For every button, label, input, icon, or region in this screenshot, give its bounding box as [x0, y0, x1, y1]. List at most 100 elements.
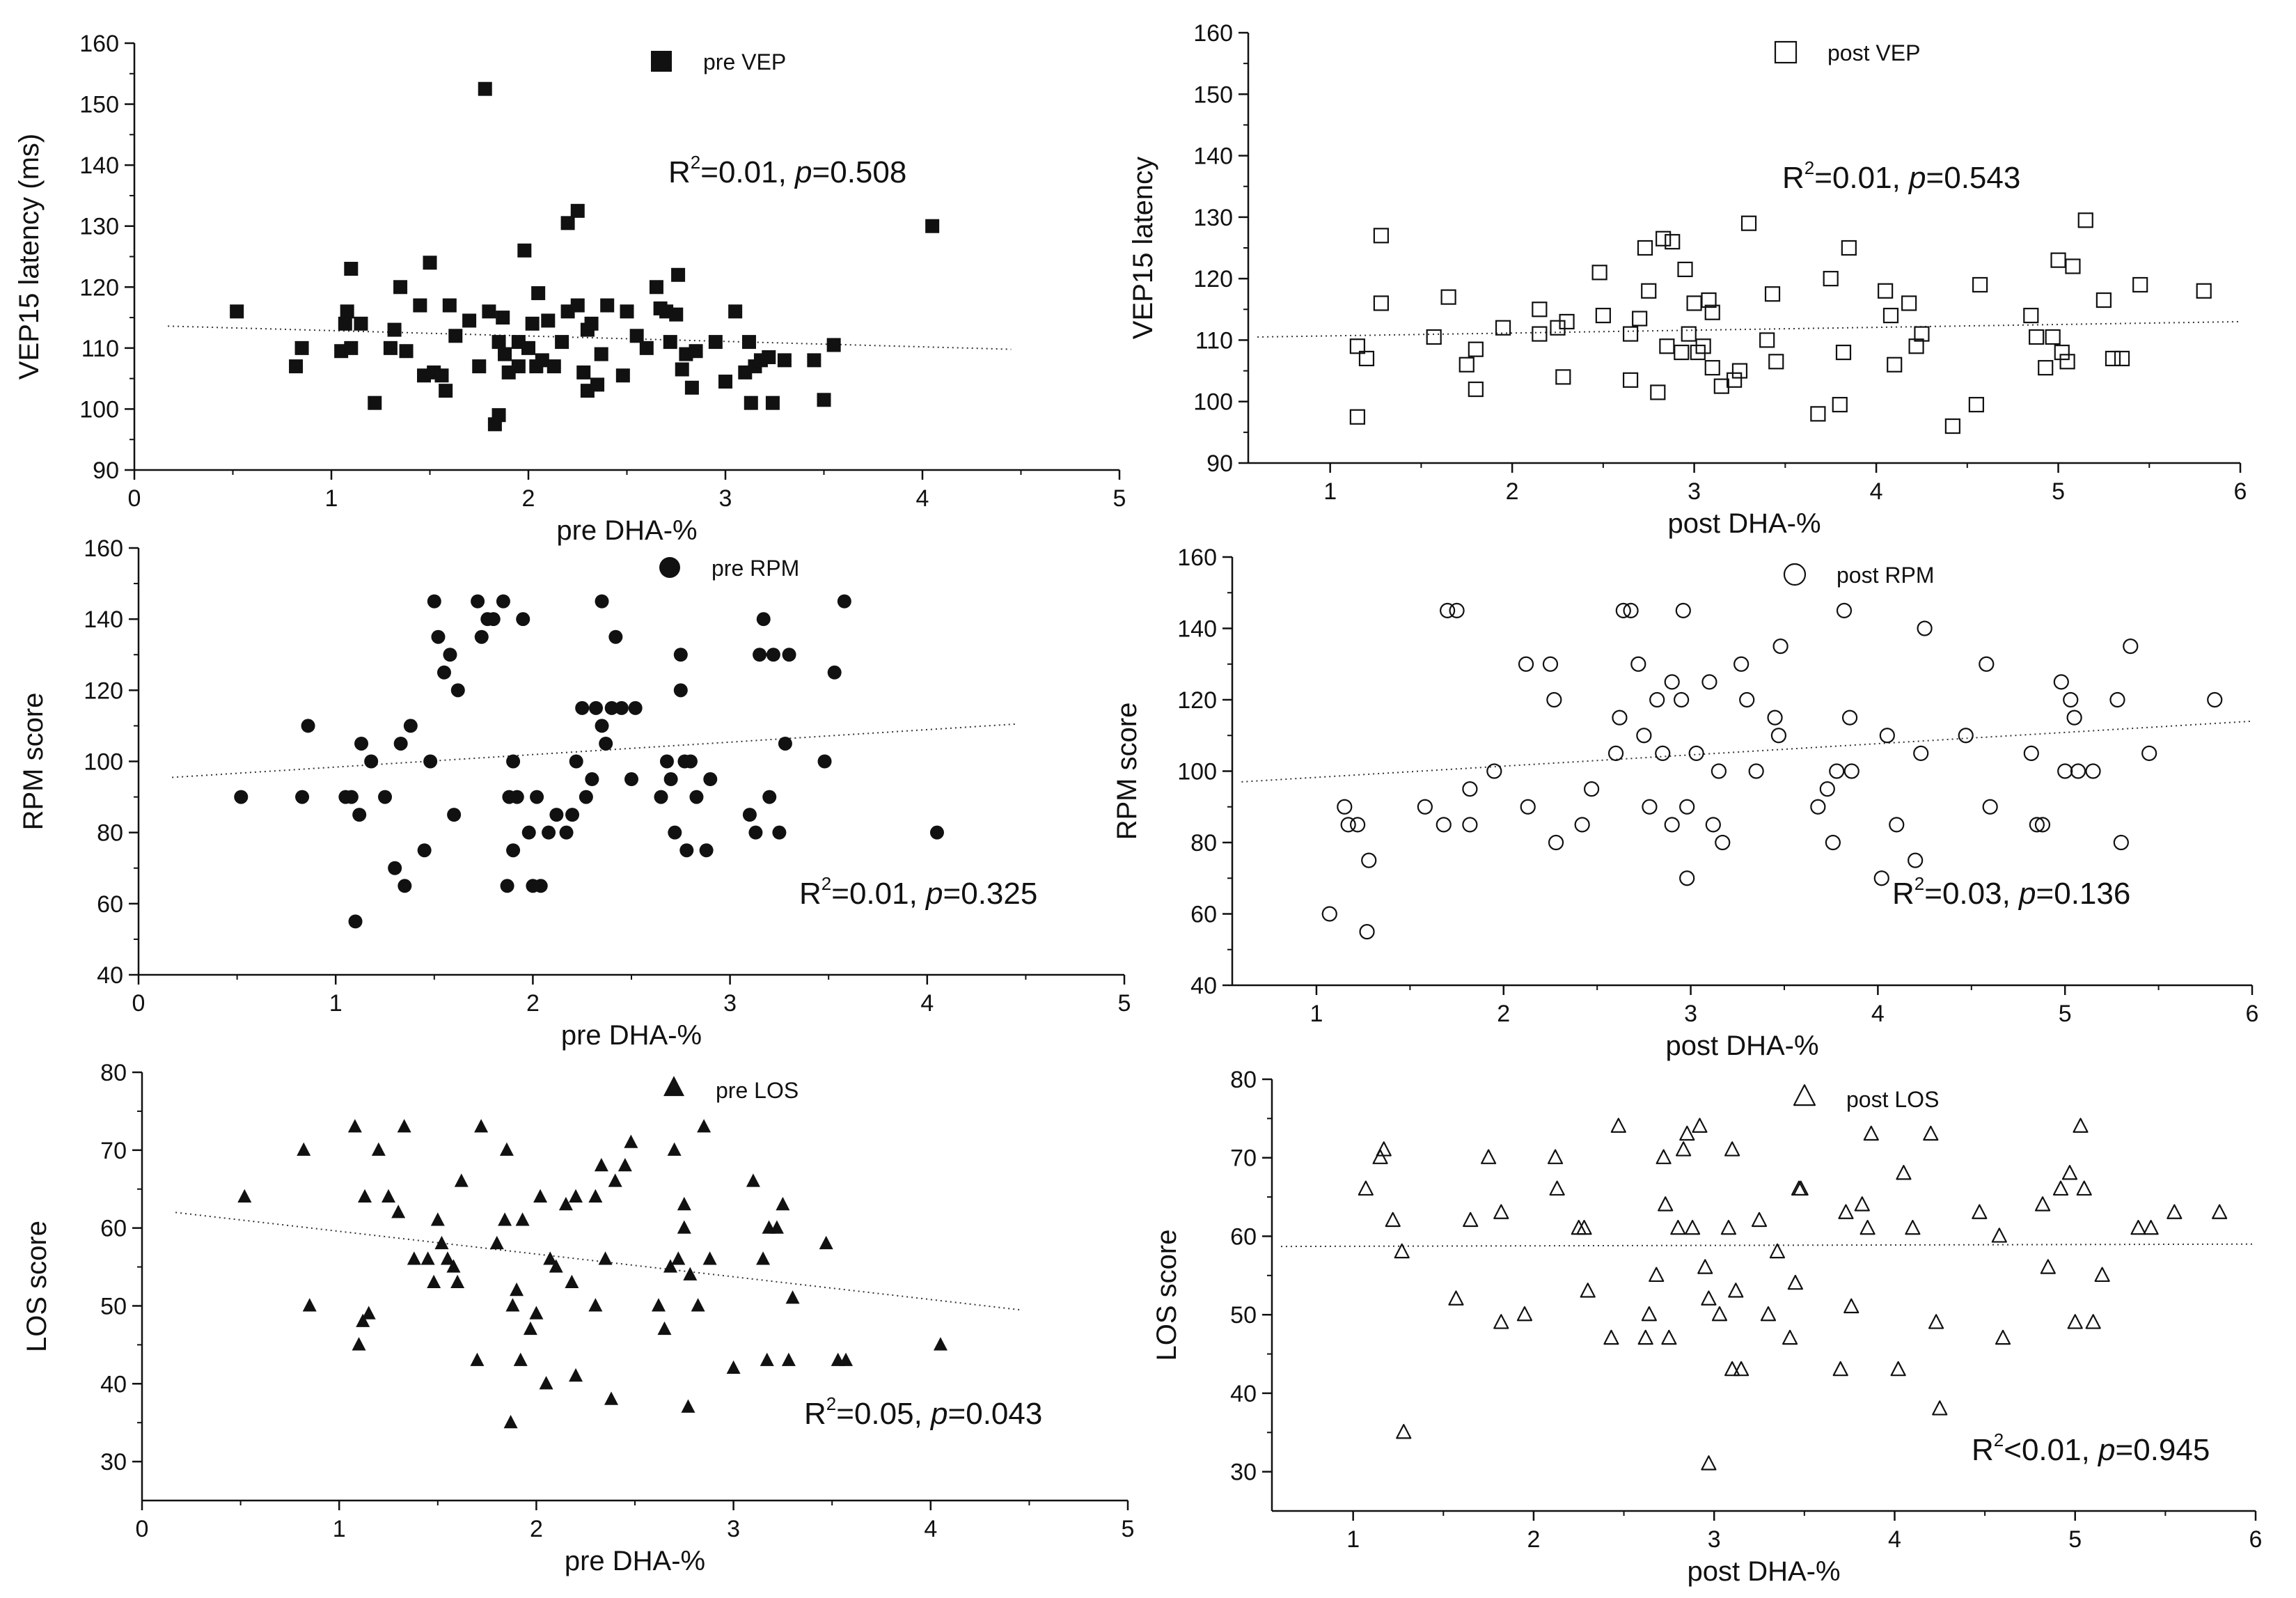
data-point: [535, 353, 549, 368]
data-point: [1843, 1298, 1859, 1314]
data-point: [492, 408, 506, 423]
stat-annotation: R2=0.01, p=0.508: [668, 152, 906, 189]
data-point: [470, 1352, 485, 1366]
data-point: [1995, 1329, 2011, 1345]
data-point: [1396, 1424, 1412, 1439]
data-point: [1901, 295, 1917, 311]
x-tick-label: 4: [924, 1516, 937, 1542]
y-tick-label: 120: [1177, 687, 1217, 714]
data-point: [668, 825, 682, 840]
data-point: [703, 772, 718, 787]
data-point: [766, 648, 780, 662]
x-tick-label: 5: [2059, 1001, 2072, 1027]
x-tick-label: 0: [128, 485, 141, 512]
data-point: [2105, 350, 2121, 367]
data-point: [744, 395, 758, 410]
y-tick-label: 150: [79, 92, 119, 118]
y-tick-label: 140: [1177, 616, 1217, 643]
x-tick-label: 3: [1688, 478, 1701, 505]
x-axis-label: pre DHA-%: [565, 1546, 705, 1576]
data-point: [594, 347, 608, 361]
data-point: [294, 340, 309, 355]
x-axis-label: post DHA-%: [1667, 508, 1821, 539]
data-point: [762, 350, 776, 364]
data-point: [781, 1352, 796, 1366]
data-point: [2029, 329, 2045, 345]
data-point: [427, 594, 441, 609]
data-point: [434, 368, 449, 383]
data-point: [1843, 763, 1859, 779]
data-point: [1394, 1243, 1410, 1259]
x-tick-label: 1: [1346, 1526, 1360, 1553]
data-point: [505, 1298, 520, 1312]
data-point: [450, 683, 465, 698]
data-point: [1458, 357, 1475, 373]
legend-marker: [1793, 1084, 1816, 1106]
data-point: [1835, 344, 1852, 361]
data-point: [1642, 799, 1658, 815]
data-point: [600, 298, 615, 313]
y-tick-label: 80: [1190, 830, 1217, 856]
data-point: [1690, 344, 1706, 361]
data-point: [756, 1251, 771, 1265]
x-tick-label: 1: [329, 990, 343, 1017]
stat-annotation: R2=0.01, p=0.543: [1782, 157, 2020, 195]
data-point: [657, 1321, 672, 1335]
data-point: [1493, 1204, 1509, 1219]
data-point: [1958, 728, 1974, 744]
data-point: [1658, 1196, 1674, 1212]
panel-post-vep: 90 100 110 120 130 140 150 160 1 2 3 4 5 6 post DHA-% V…: [1128, 20, 2247, 539]
data-point: [1701, 1455, 1717, 1471]
data-point: [1913, 745, 1929, 761]
x-tick-label: 1: [1310, 1001, 1323, 1027]
data-point: [639, 340, 654, 355]
data-point: [521, 825, 536, 840]
p-value: 0.325: [961, 877, 1037, 911]
data-point: [2023, 745, 2039, 761]
data-point: [289, 359, 304, 374]
data-point: [1686, 295, 1702, 311]
data-point: [1632, 311, 1648, 327]
data-point: [2053, 674, 2069, 690]
y-tick-label: 160: [79, 31, 119, 57]
data-point: [510, 790, 524, 804]
data-point: [454, 1173, 469, 1187]
data-point: [702, 1251, 717, 1265]
data-point: [1972, 276, 1988, 293]
data-point: [1704, 360, 1720, 376]
data-point: [2034, 1196, 2051, 1212]
x-tick-label: 4: [1870, 478, 1883, 505]
data-point: [354, 736, 369, 751]
data-point: [1841, 710, 1858, 726]
y-tick-label: 130: [1193, 205, 1233, 231]
data-point: [2113, 834, 2129, 851]
data-point: [549, 808, 564, 822]
y-tick-label: 30: [1230, 1459, 1257, 1486]
data-point: [673, 683, 688, 698]
data-point: [925, 219, 940, 233]
data-point: [442, 298, 457, 313]
data-point: [697, 1119, 711, 1133]
data-point: [579, 790, 593, 804]
data-point: [839, 1352, 854, 1366]
data-point: [837, 594, 851, 609]
data-point: [2132, 276, 2148, 293]
data-point: [398, 879, 412, 893]
data-point: [352, 1337, 366, 1351]
data-point: [1879, 728, 1895, 744]
data-point: [1641, 1306, 1657, 1322]
x-axis-label: pre DHA-%: [556, 515, 697, 546]
data-point: [741, 335, 756, 350]
data-point: [498, 1212, 512, 1226]
data-point: [1615, 602, 1631, 618]
x-tick-label: 4: [1888, 1526, 1901, 1553]
data-point: [352, 808, 367, 822]
data-point: [2212, 1204, 2228, 1219]
data-point: [772, 825, 787, 840]
data-point: [595, 594, 609, 609]
data-point: [1373, 228, 1389, 244]
data-point: [1664, 674, 1680, 690]
data-point: [1321, 906, 1337, 922]
x-tick-label: 2: [1527, 1526, 1540, 1553]
